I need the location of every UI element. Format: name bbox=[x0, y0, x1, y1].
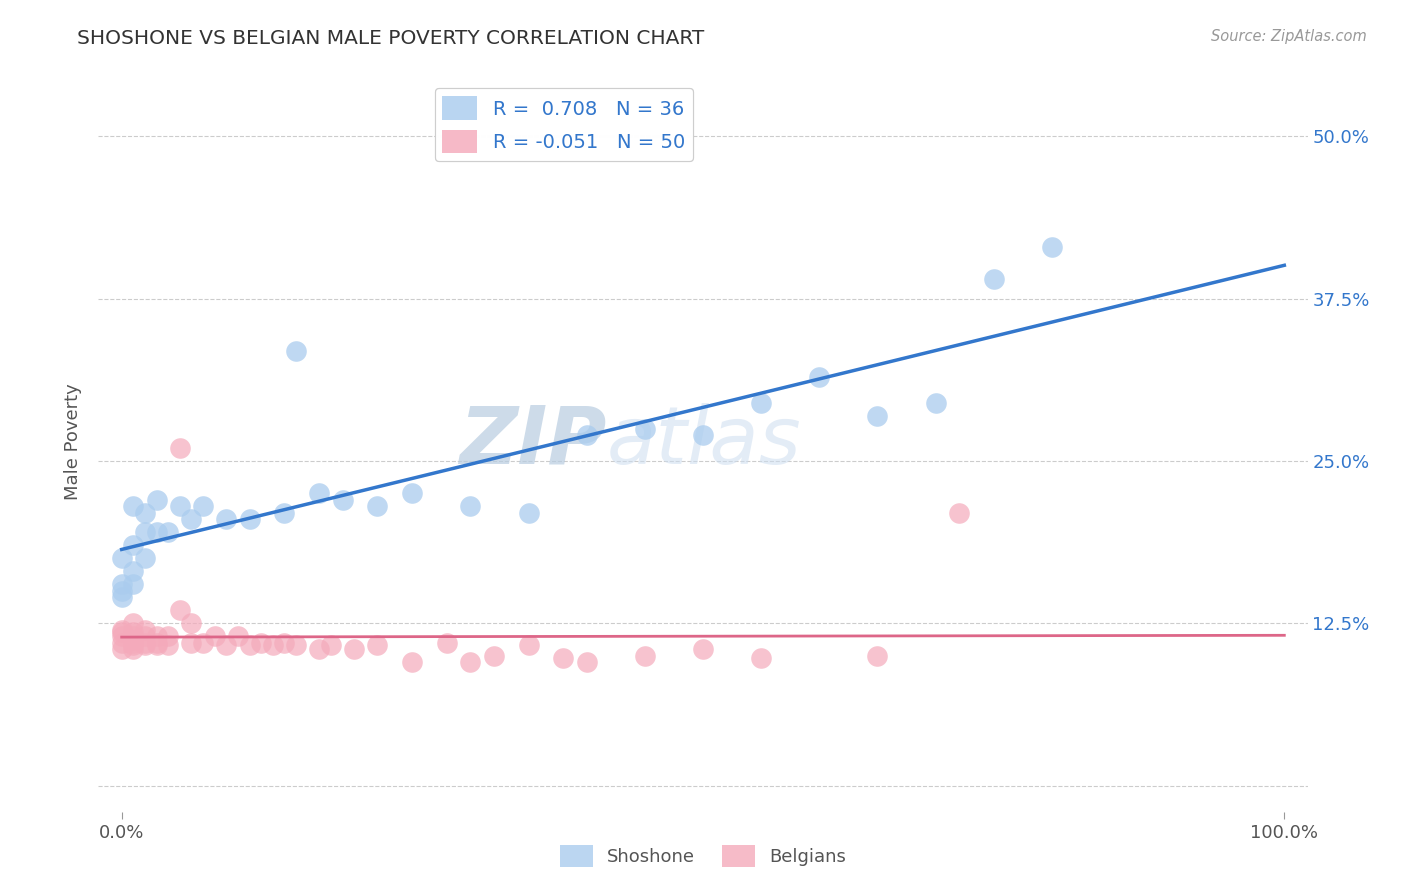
Point bbox=[401, 656, 423, 670]
Legend: R =  0.708   N = 36, R = -0.051   N = 50: R = 0.708 N = 36, R = -0.051 N = 50 bbox=[434, 88, 693, 161]
Point bbox=[366, 500, 388, 514]
Point bbox=[692, 428, 714, 442]
Text: ZIP: ZIP bbox=[458, 402, 606, 481]
Point bbox=[308, 642, 330, 657]
Point bbox=[239, 639, 262, 653]
Point bbox=[285, 639, 308, 653]
Point bbox=[319, 639, 342, 653]
Point bbox=[111, 636, 134, 650]
Point bbox=[134, 506, 156, 520]
Point bbox=[180, 616, 202, 631]
Point bbox=[157, 629, 180, 643]
Point bbox=[401, 486, 423, 500]
Point bbox=[575, 428, 598, 442]
Point bbox=[366, 639, 388, 653]
Point bbox=[332, 493, 354, 508]
Point bbox=[239, 512, 262, 526]
Point bbox=[517, 506, 540, 520]
Point bbox=[122, 636, 145, 650]
Point bbox=[1040, 240, 1063, 254]
Point bbox=[460, 656, 482, 670]
Point bbox=[111, 577, 134, 591]
Point bbox=[169, 500, 191, 514]
Point bbox=[250, 636, 273, 650]
Text: SHOSHONE VS BELGIAN MALE POVERTY CORRELATION CHART: SHOSHONE VS BELGIAN MALE POVERTY CORRELA… bbox=[77, 29, 704, 47]
Point bbox=[226, 629, 249, 643]
Text: atlas: atlas bbox=[606, 402, 801, 481]
Point bbox=[983, 272, 1005, 286]
Point bbox=[948, 506, 970, 520]
Point bbox=[749, 651, 772, 665]
Text: Source: ZipAtlas.com: Source: ZipAtlas.com bbox=[1211, 29, 1367, 44]
Point bbox=[204, 629, 226, 643]
Point bbox=[157, 639, 180, 653]
Point bbox=[634, 648, 657, 663]
Point bbox=[191, 636, 214, 650]
Point bbox=[191, 500, 214, 514]
Point bbox=[111, 625, 134, 640]
Point bbox=[215, 639, 238, 653]
Point bbox=[122, 633, 145, 648]
Point bbox=[111, 629, 134, 643]
Y-axis label: Male Poverty: Male Poverty bbox=[65, 384, 83, 500]
Point bbox=[273, 636, 295, 650]
Point bbox=[134, 639, 156, 653]
Point bbox=[692, 642, 714, 657]
Point bbox=[145, 629, 167, 643]
Point bbox=[169, 603, 191, 617]
Point bbox=[180, 636, 202, 650]
Point bbox=[169, 441, 191, 455]
Point bbox=[122, 577, 145, 591]
Point bbox=[122, 642, 145, 657]
Point bbox=[866, 648, 889, 663]
Point bbox=[134, 636, 156, 650]
Point bbox=[122, 500, 145, 514]
Point bbox=[634, 421, 657, 435]
Point bbox=[866, 409, 889, 423]
Point bbox=[145, 639, 167, 653]
Point bbox=[460, 500, 482, 514]
Point bbox=[343, 642, 366, 657]
Point bbox=[749, 395, 772, 409]
Point bbox=[436, 636, 458, 650]
Point bbox=[285, 343, 308, 358]
Point bbox=[145, 525, 167, 540]
Point bbox=[273, 506, 295, 520]
Point bbox=[122, 538, 145, 552]
Point bbox=[122, 639, 145, 653]
Legend: Shoshone, Belgians: Shoshone, Belgians bbox=[553, 838, 853, 874]
Point bbox=[808, 369, 831, 384]
Point bbox=[180, 512, 202, 526]
Point bbox=[553, 651, 575, 665]
Point bbox=[122, 616, 145, 631]
Point bbox=[308, 486, 330, 500]
Point bbox=[924, 395, 946, 409]
Point bbox=[111, 642, 134, 657]
Point bbox=[482, 648, 505, 663]
Point bbox=[111, 623, 134, 637]
Point bbox=[134, 525, 156, 540]
Point bbox=[215, 512, 238, 526]
Point bbox=[111, 591, 134, 605]
Point bbox=[145, 636, 167, 650]
Point bbox=[122, 565, 145, 579]
Point bbox=[157, 525, 180, 540]
Point bbox=[134, 629, 156, 643]
Point bbox=[134, 551, 156, 566]
Point bbox=[575, 656, 598, 670]
Point bbox=[111, 551, 134, 566]
Point bbox=[145, 493, 167, 508]
Point bbox=[111, 583, 134, 598]
Point bbox=[122, 625, 145, 640]
Point bbox=[122, 629, 145, 643]
Point bbox=[262, 639, 284, 653]
Point bbox=[134, 623, 156, 637]
Point bbox=[517, 639, 540, 653]
